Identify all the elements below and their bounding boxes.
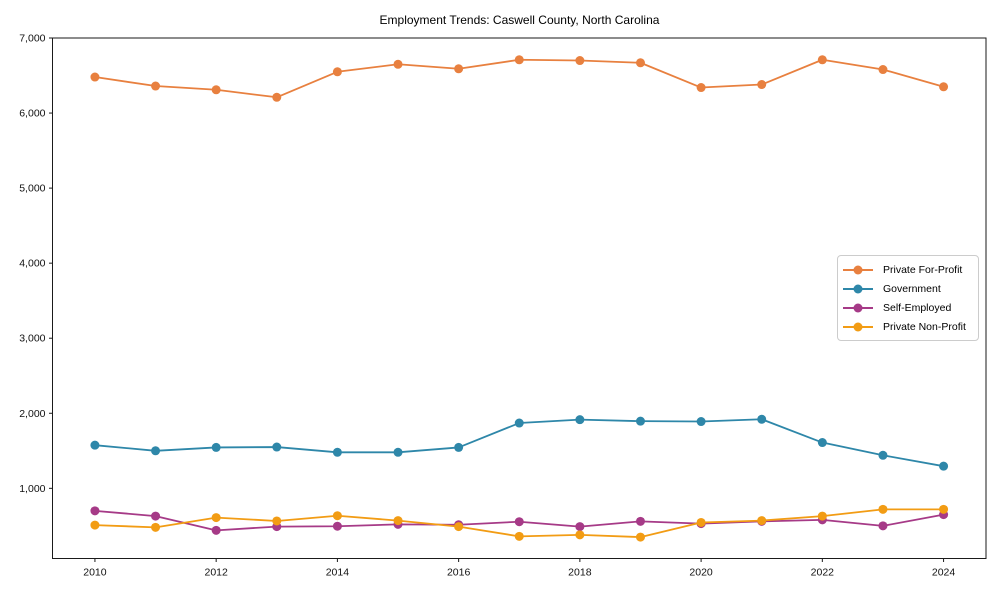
- data-point-self-employed: [575, 522, 585, 532]
- data-point-private-for-profit: [575, 56, 585, 66]
- legend-item-private-for-profit: Private For-Profit: [843, 260, 972, 279]
- data-point-private-non-profit: [757, 516, 767, 526]
- data-point-government: [454, 442, 464, 452]
- data-point-private-for-profit: [151, 81, 161, 91]
- legend-item-self-employed: Self-Employed: [843, 298, 972, 317]
- legend-line-sample-icon: [843, 265, 873, 274]
- legend-label: Self-Employed: [883, 301, 952, 314]
- y-tick-label: 7,000: [19, 33, 45, 45]
- data-point-government: [272, 442, 282, 452]
- data-point-government: [635, 416, 645, 426]
- data-point-government: [332, 447, 342, 457]
- x-tick-label: 2018: [568, 567, 592, 579]
- chart-title: Employment Trends: Caswell County, North…: [379, 13, 660, 27]
- y-tick-label: 1,000: [19, 483, 45, 495]
- data-point-government: [151, 446, 161, 456]
- data-point-private-non-profit: [272, 516, 282, 526]
- data-point-private-for-profit: [272, 92, 282, 102]
- data-point-self-employed: [151, 511, 161, 521]
- data-point-private-non-profit: [696, 517, 706, 527]
- data-point-private-for-profit: [514, 55, 524, 65]
- y-tick-label: 6,000: [19, 108, 45, 120]
- data-point-government: [211, 442, 221, 452]
- legend-marker-icon: [853, 265, 863, 274]
- y-tick-label: 4,000: [19, 258, 45, 270]
- y-tick-label: 5,000: [19, 183, 45, 195]
- legend-item-private-non-profit: Private Non-Profit: [843, 317, 972, 336]
- x-tick-label: 2020: [689, 567, 713, 579]
- data-point-private-for-profit: [332, 67, 342, 77]
- y-tick-label: 3,000: [19, 333, 45, 345]
- data-point-private-non-profit: [817, 511, 827, 521]
- plot-box: [52, 37, 987, 559]
- data-point-self-employed: [332, 521, 342, 531]
- legend-line-sample-icon: [843, 303, 873, 312]
- data-point-self-employed: [514, 517, 524, 527]
- x-tick-label: 2012: [204, 567, 228, 579]
- data-point-private-for-profit: [635, 58, 645, 68]
- data-point-private-for-profit: [817, 55, 827, 65]
- data-point-government: [939, 461, 949, 471]
- legend-label: Government: [883, 282, 941, 295]
- legend-line-sample-icon: [843, 322, 873, 331]
- data-point-government: [90, 440, 100, 450]
- data-point-government: [696, 417, 706, 427]
- data-point-government: [575, 415, 585, 425]
- y-tick-label: 2,000: [19, 408, 45, 420]
- legend-marker-icon: [853, 322, 863, 331]
- data-point-government: [514, 418, 524, 428]
- data-point-government: [878, 450, 888, 460]
- data-point-private-non-profit: [454, 522, 464, 532]
- legend-line-sample-icon: [843, 284, 873, 293]
- data-point-self-employed: [90, 506, 100, 516]
- legend-label: Private Non-Profit: [883, 320, 966, 333]
- data-point-private-non-profit: [575, 530, 585, 540]
- data-point-private-non-profit: [393, 516, 403, 526]
- data-point-self-employed: [211, 525, 221, 535]
- x-tick-label: 2022: [811, 567, 835, 579]
- data-point-private-for-profit: [939, 82, 949, 92]
- legend-marker-icon: [853, 303, 863, 312]
- x-tick-label: 2014: [326, 567, 350, 579]
- data-point-private-non-profit: [332, 511, 342, 521]
- data-point-private-non-profit: [878, 504, 888, 514]
- data-point-self-employed: [878, 521, 888, 531]
- data-point-private-for-profit: [878, 65, 888, 75]
- data-point-private-non-profit: [211, 513, 221, 523]
- legend: Private For-Profit Government Self-Emplo…: [837, 255, 979, 341]
- data-point-private-for-profit: [90, 72, 100, 82]
- data-point-government: [817, 438, 827, 448]
- data-point-private-non-profit: [151, 522, 161, 532]
- data-point-private-for-profit: [454, 64, 464, 74]
- legend-label: Private For-Profit: [883, 263, 963, 276]
- data-point-private-for-profit: [211, 85, 221, 95]
- data-point-government: [393, 447, 403, 457]
- data-point-government: [757, 414, 767, 424]
- data-point-private-non-profit: [514, 531, 524, 541]
- x-tick-label: 2024: [932, 567, 956, 579]
- x-tick-label: 2016: [447, 567, 471, 579]
- data-point-self-employed: [635, 516, 645, 526]
- data-point-private-non-profit: [939, 504, 949, 514]
- data-point-private-non-profit: [635, 532, 645, 542]
- data-point-private-for-profit: [393, 59, 403, 69]
- data-point-private-for-profit: [757, 80, 767, 90]
- data-point-private-non-profit: [90, 520, 100, 530]
- data-point-private-for-profit: [696, 83, 706, 93]
- x-tick-label: 2010: [83, 567, 107, 579]
- series-line-private-for-profit: [94, 58, 945, 99]
- legend-marker-icon: [853, 284, 863, 293]
- legend-item-government: Government: [843, 279, 972, 298]
